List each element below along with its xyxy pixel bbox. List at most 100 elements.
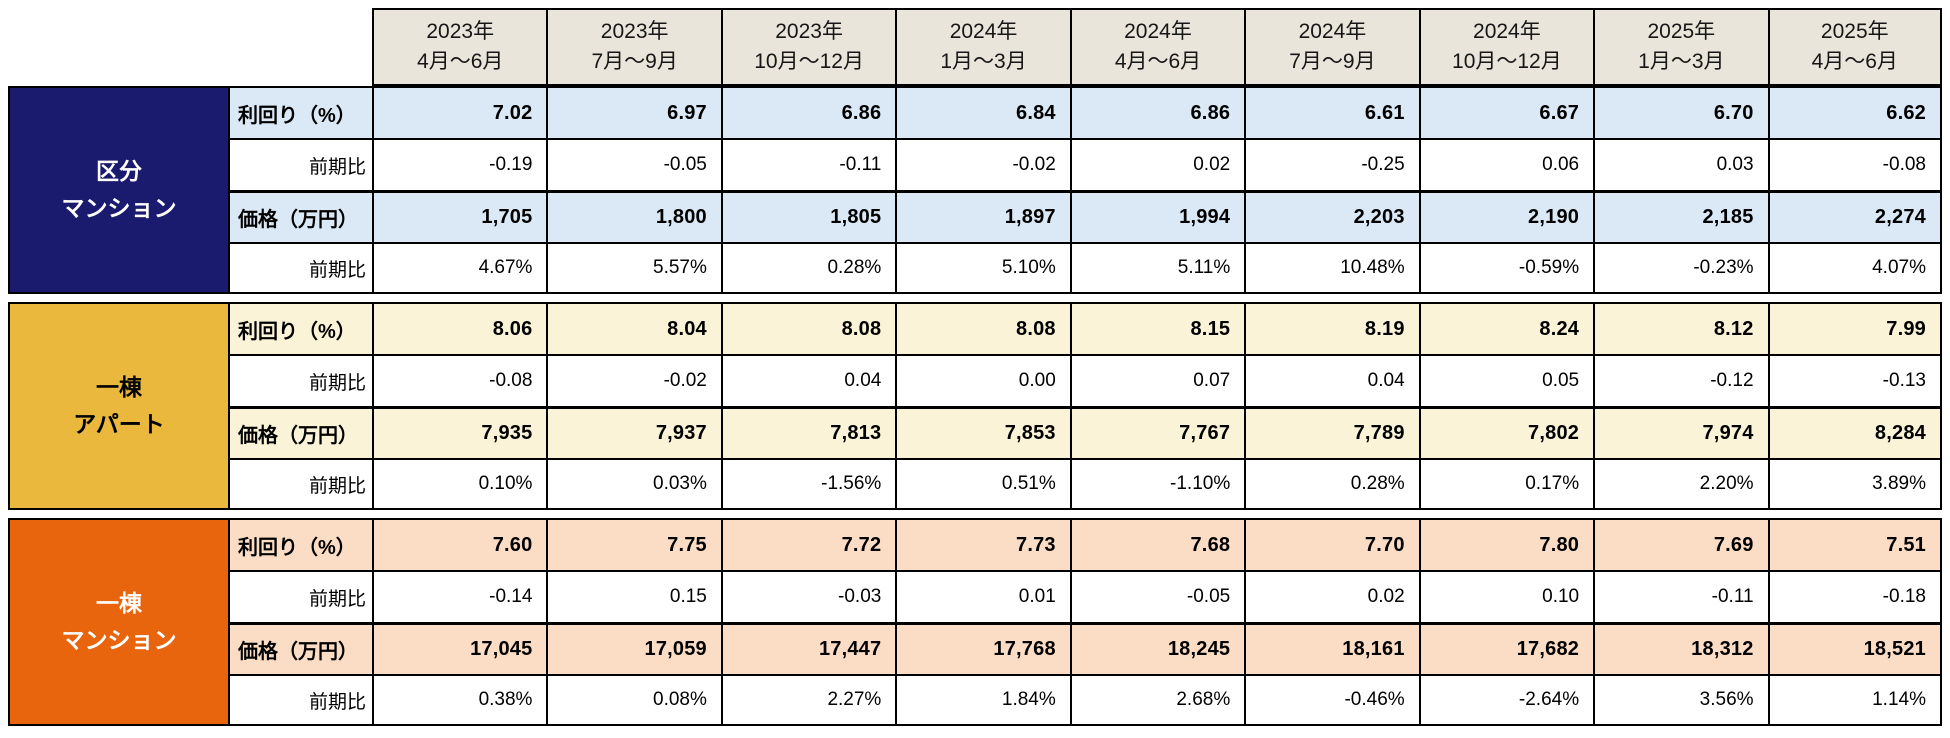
row-label: 前期比	[228, 242, 372, 294]
value-cell: 7,935	[372, 406, 547, 458]
value-cell: 1.14%	[1767, 674, 1942, 726]
value-cell: 7.51	[1767, 518, 1942, 570]
header-year: 2024年	[1124, 19, 1192, 43]
value-cell: 0.10	[1418, 570, 1594, 622]
header-year: 2023年	[775, 19, 843, 43]
value-cell: 7.99	[1767, 302, 1942, 354]
value-cell: 7,974	[1593, 406, 1768, 458]
value-cell: 8.04	[546, 302, 721, 354]
value-cell: 7.68	[1069, 518, 1245, 570]
value-cell: 0.51%	[895, 458, 1070, 510]
value-cell: 6.61	[1244, 86, 1419, 138]
column-header: 2023年 7月〜9月	[546, 8, 721, 86]
value-cell: 0.04	[720, 354, 896, 406]
value-cell: 7.70	[1244, 518, 1419, 570]
value-cell: 1.84%	[895, 674, 1070, 726]
value-cell: 8.08	[720, 302, 896, 354]
header-year: 2023年	[600, 19, 669, 43]
value-cell: -0.59%	[1418, 242, 1594, 294]
value-cell: 18,312	[1593, 622, 1768, 674]
value-cell: 8.24	[1418, 302, 1594, 354]
value-cell: 6.86	[720, 86, 896, 138]
value-cell: 6.97	[546, 86, 721, 138]
quarterly-market-table: 2023年 4月〜6月 2023年 7月〜9月 2023年 10月〜12月 2024年 1月〜…	[8, 8, 1942, 726]
value-cell: -0.25	[1244, 138, 1419, 190]
header-period: 10月〜12月	[754, 50, 864, 73]
value-cell: 5.10%	[895, 242, 1070, 294]
value-cell: 0.28%	[720, 242, 896, 294]
section-label-line: マンション	[61, 627, 177, 653]
row-label: 価格（万円）	[228, 190, 372, 242]
value-cell: 7,767	[1069, 406, 1245, 458]
value-cell: -0.02	[895, 138, 1070, 190]
value-cell: -0.46%	[1244, 674, 1419, 726]
value-cell: 7,813	[720, 406, 896, 458]
value-cell: 18,521	[1767, 622, 1942, 674]
row-label: 前期比	[228, 138, 372, 190]
value-cell: 2,185	[1593, 190, 1768, 242]
row-label: 前期比	[228, 674, 372, 726]
value-cell: 7.02	[372, 86, 547, 138]
value-cell: 7,937	[546, 406, 721, 458]
value-cell: 17,682	[1418, 622, 1594, 674]
value-cell: 3.89%	[1767, 458, 1942, 510]
header-period: 1月〜3月	[1638, 50, 1725, 73]
value-cell: 0.15	[546, 570, 721, 622]
value-cell: -0.18	[1767, 570, 1942, 622]
value-cell: 2,274	[1767, 190, 1942, 242]
value-cell: 18,245	[1069, 622, 1245, 674]
value-cell: -0.03	[720, 570, 896, 622]
value-cell: -0.19	[372, 138, 547, 190]
value-cell: 3.56%	[1593, 674, 1768, 726]
header-period: 4月〜6月	[417, 50, 504, 73]
section-label: 区分 マンション	[8, 86, 228, 294]
section-label-line: 区分	[96, 158, 142, 185]
section-label-line: アパート	[73, 411, 165, 437]
value-cell: 1,800	[546, 190, 721, 242]
header-row: 2023年 4月〜6月 2023年 7月〜9月 2023年 10月〜12月 2024年 1月〜…	[8, 8, 1942, 86]
header-year: 2024年	[949, 19, 1018, 43]
value-cell: 0.02	[1069, 138, 1245, 190]
value-cell: 0.03	[1593, 138, 1768, 190]
table-sections: 区分 マンション 利回り（%） 7.02 6.97 6.86 6.84 6.86 6.61 6.6…	[8, 86, 1942, 726]
value-cell: 0.03%	[546, 458, 721, 510]
value-cell: 17,045	[372, 622, 547, 674]
value-cell: 0.02	[1244, 570, 1419, 622]
value-cell: -1.56%	[720, 458, 896, 510]
value-cell: 8.12	[1593, 302, 1768, 354]
value-cell: 0.10%	[372, 458, 547, 510]
value-cell: 7.75	[546, 518, 721, 570]
value-cell: 18,161	[1244, 622, 1419, 674]
value-cell: -2.64%	[1418, 674, 1594, 726]
value-cell: 17,059	[546, 622, 721, 674]
row-label: 前期比	[228, 570, 372, 622]
header-period: 4月〜6月	[1114, 50, 1202, 73]
column-header: 2024年 7月〜9月	[1244, 8, 1419, 86]
header-year: 2023年	[426, 19, 495, 43]
header-year: 2024年	[1298, 19, 1367, 43]
value-cell: 2,203	[1244, 190, 1419, 242]
value-cell: 7,802	[1418, 406, 1594, 458]
section-label: 一棟 アパート	[8, 302, 228, 510]
column-header: 2025年 1月〜3月	[1593, 8, 1768, 86]
value-cell: 8.15	[1069, 302, 1245, 354]
value-cell: 8.08	[895, 302, 1070, 354]
section-label: 一棟 マンション	[8, 518, 228, 726]
row-label: 利回り（%）	[228, 518, 372, 570]
table-section: 一棟 マンション 利回り（%） 7.60 7.75 7.72 7.73 7.68 7.70 7.8…	[8, 518, 1942, 726]
header-year: 2025年	[1647, 19, 1716, 43]
value-cell: -0.11	[720, 138, 896, 190]
value-cell: -0.05	[546, 138, 721, 190]
value-cell: 1,897	[895, 190, 1070, 242]
section-label-line: 一棟	[96, 374, 142, 401]
value-cell: -0.12	[1593, 354, 1768, 406]
header-year: 2024年	[1473, 19, 1541, 43]
value-cell: 8,284	[1767, 406, 1942, 458]
value-cell: 7.73	[895, 518, 1070, 570]
value-cell: 5.57%	[546, 242, 721, 294]
value-cell: 7.69	[1593, 518, 1768, 570]
value-cell: 6.84	[895, 86, 1070, 138]
value-cell: -1.10%	[1069, 458, 1245, 510]
value-cell: 6.86	[1069, 86, 1245, 138]
value-cell: 2.68%	[1069, 674, 1245, 726]
